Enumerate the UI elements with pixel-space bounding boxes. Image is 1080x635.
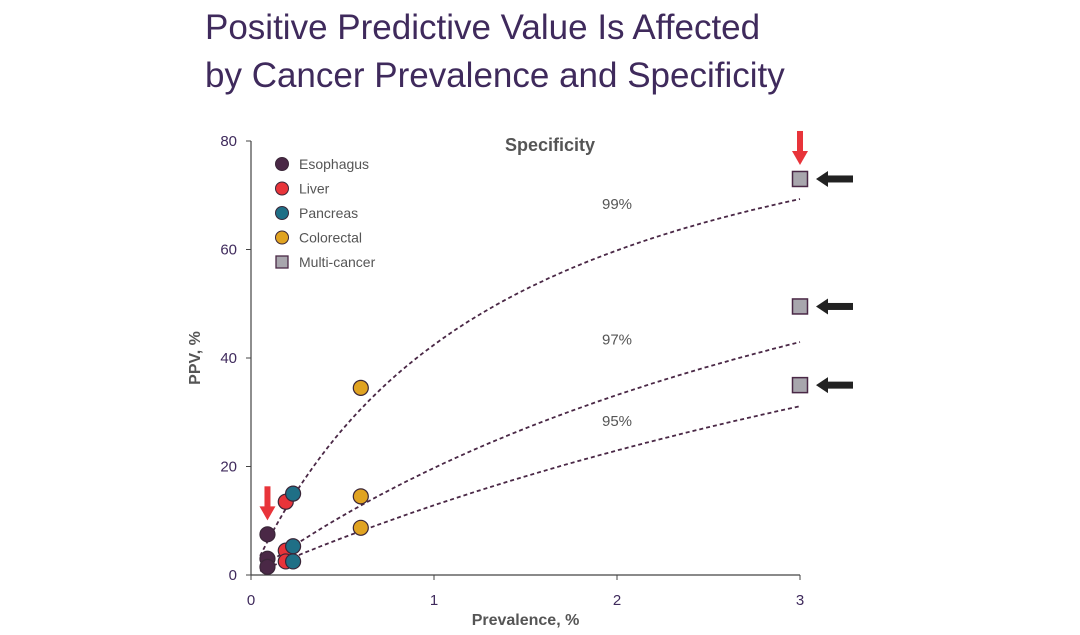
red-down-arrow-head	[259, 506, 276, 521]
legend-label: Liver	[299, 181, 330, 197]
data-point-colorectal	[352, 488, 369, 505]
black-left-arrow-shaft	[827, 381, 853, 389]
y-tick-label: 0	[229, 567, 237, 584]
legend-label: Colorectal	[299, 230, 362, 246]
chart-curves: 99% 97% 95%	[259, 196, 801, 572]
chart-axes: 0 20 40 60 80 0 1 2 3	[220, 133, 804, 609]
x-tick-label: 2	[613, 592, 621, 609]
black-left-arrow-shaft	[827, 302, 853, 310]
chart-title: Specificity	[505, 135, 595, 155]
data-point-pancreas	[284, 553, 302, 570]
x-axis-title: Prevalence, %	[472, 612, 580, 629]
red-down-arrow-shaft	[264, 486, 271, 509]
black-left-arrow-head	[816, 377, 828, 394]
y-tick-label: 20	[220, 459, 237, 476]
legend-marker-square	[275, 255, 289, 269]
red-down-arrow-head	[792, 150, 808, 165]
data-point-multi-cancer	[791, 298, 809, 315]
data-point-multi-cancer	[791, 376, 809, 394]
legend-marker-circle	[275, 181, 289, 196]
legend-label: Pancreas	[299, 205, 358, 221]
y-tick-label: 60	[220, 242, 237, 259]
data-point-multi-cancer	[791, 170, 809, 188]
legend-marker-circle	[275, 206, 289, 220]
chart-annotations	[259, 130, 853, 521]
data-point-esophagus	[259, 558, 276, 575]
red-down-arrow-shaft	[797, 130, 803, 153]
data-point-pancreas	[284, 538, 302, 555]
data-point-pancreas	[284, 485, 302, 502]
x-tick-label: 0	[247, 592, 255, 609]
data-point-colorectal	[352, 519, 369, 536]
legend-label: Esophagus	[299, 156, 369, 172]
slide-title-line-2: by Cancer Prevalence and Specificity	[205, 56, 785, 95]
slide-title: Positive Predictive Value Is Affected by…	[205, 4, 1065, 100]
legend-marker-circle	[275, 157, 289, 171]
legend-label: Multi-cancer	[299, 254, 376, 270]
y-tick-label: 80	[220, 133, 237, 150]
slide-title-line-1: Positive Predictive Value Is Affected	[205, 8, 761, 47]
black-left-arrow-head	[816, 170, 828, 187]
black-left-arrow-shaft	[827, 175, 853, 183]
chart-points	[259, 170, 809, 575]
ppv-curve	[259, 198, 801, 557]
black-left-arrow-head	[816, 298, 828, 315]
data-point-colorectal	[352, 379, 369, 396]
legend-marker-circle	[275, 230, 289, 245]
x-tick-label: 1	[430, 592, 438, 609]
y-tick-label: 40	[220, 350, 237, 367]
x-tick-label: 3	[796, 592, 804, 609]
data-point-esophagus	[259, 526, 276, 543]
curve-label: 97%	[602, 331, 632, 348]
ppv-curve	[259, 341, 801, 570]
curve-label: 99%	[602, 196, 632, 213]
y-axis-title: PPV, %	[187, 331, 204, 385]
chart-legend: Esophagus Liver Pancreas Colorectal Multi-ca…	[275, 156, 376, 270]
curve-label: 95%	[602, 413, 632, 430]
